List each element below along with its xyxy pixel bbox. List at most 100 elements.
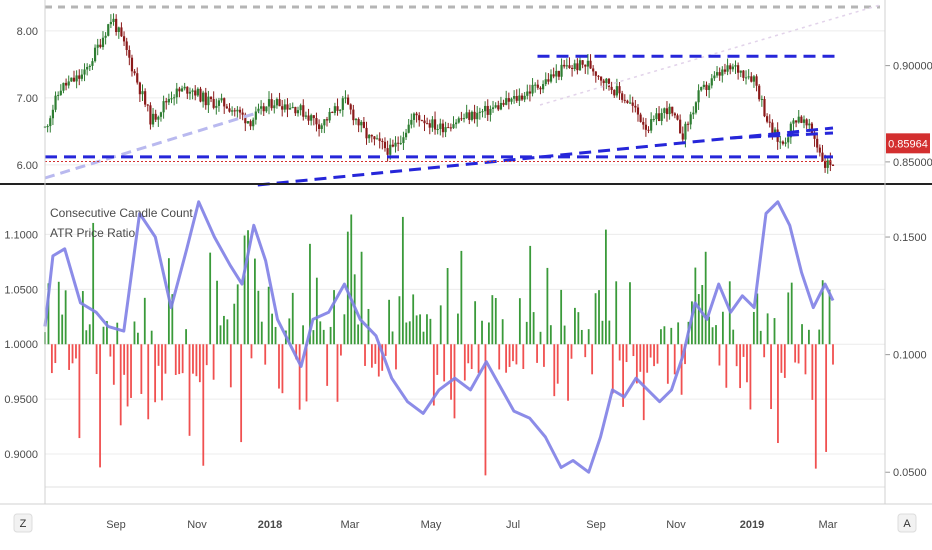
candle-body xyxy=(531,84,534,94)
candle-count-bar xyxy=(71,344,74,364)
candle-count-bar xyxy=(123,344,126,375)
candle-body xyxy=(265,106,268,112)
candle-count-bar xyxy=(126,344,129,407)
candle-body xyxy=(447,127,450,129)
candle-body xyxy=(238,109,242,113)
candle-body xyxy=(470,111,474,120)
candle-body xyxy=(694,102,698,113)
candle-count-bar xyxy=(536,344,538,363)
candle-body xyxy=(628,102,632,104)
candle-body xyxy=(349,104,352,110)
candle-count-bar xyxy=(666,344,669,384)
candle-count-bar xyxy=(429,318,432,345)
candle-count-bar xyxy=(577,312,580,345)
auto-scale-left-button[interactable]: Z xyxy=(13,513,33,533)
candle-count-bar xyxy=(140,344,143,394)
candle-body xyxy=(570,67,574,69)
candle-body xyxy=(180,88,184,92)
last-price-badge-label: 0.85964 xyxy=(888,138,928,150)
candle-count-bar xyxy=(130,344,132,398)
candle-count-bar xyxy=(198,344,201,383)
candle-body xyxy=(199,88,202,102)
candle-count-bar xyxy=(635,344,638,384)
candle-body xyxy=(368,134,371,139)
candle-body xyxy=(212,99,215,108)
candle-count-bar xyxy=(298,344,301,410)
candle-count-bar xyxy=(157,344,160,366)
candle-count-bar xyxy=(649,344,652,358)
candle-count-bar xyxy=(346,231,349,345)
candle-body xyxy=(760,98,763,100)
candle-body xyxy=(96,44,99,48)
candle-body xyxy=(83,69,86,75)
candle-count-bar xyxy=(374,344,377,364)
candle-body xyxy=(252,119,255,127)
candle-body xyxy=(370,134,373,137)
candle-count-bar xyxy=(154,344,157,403)
candle-count-bar xyxy=(460,250,463,345)
candle-body xyxy=(312,115,315,119)
candle-count-bar xyxy=(47,283,50,345)
candle-body xyxy=(800,116,803,123)
candle-body xyxy=(686,123,690,125)
candle-count-bar xyxy=(161,344,163,401)
candle-body xyxy=(173,97,176,99)
candle-count-bar xyxy=(92,222,95,345)
candle-body xyxy=(615,86,618,96)
drawn-trendline xyxy=(729,131,834,140)
candle-body xyxy=(713,75,716,79)
candle-count-bar xyxy=(601,320,604,345)
candle-count-bar xyxy=(240,344,243,443)
candle-body xyxy=(99,44,102,48)
candle-count-bar xyxy=(288,318,291,345)
candle-body xyxy=(331,111,334,113)
candle-body xyxy=(671,106,674,114)
candle-body xyxy=(639,114,642,122)
candle-body xyxy=(307,115,310,121)
candle-count-bar xyxy=(811,344,814,400)
candle-count-bar xyxy=(439,305,442,345)
candle-count-bar xyxy=(384,344,387,356)
candle-count-bar xyxy=(395,344,397,370)
indicator-left-tick-label: 1.1000 xyxy=(4,229,38,241)
candle-count-bar xyxy=(78,344,81,439)
candle-count-bar xyxy=(543,344,545,367)
candle-count-bar xyxy=(422,331,425,345)
candle-count-bar xyxy=(50,344,53,374)
price-left-tick-label: 7.00 xyxy=(17,93,38,105)
candle-count-bar xyxy=(412,294,415,345)
candle-count-bar xyxy=(336,344,339,402)
candle-count-bar xyxy=(143,297,146,345)
candle-body xyxy=(436,129,439,131)
candle-body xyxy=(491,107,495,109)
candle-body xyxy=(568,65,571,68)
time-axis-tick-label: Sep xyxy=(106,519,126,531)
candle-body xyxy=(75,75,78,82)
candle-count-bar xyxy=(250,344,253,359)
candle-body xyxy=(391,144,394,147)
candle-body xyxy=(207,96,210,106)
candle-count-bar xyxy=(333,290,335,345)
candle-body xyxy=(810,123,814,134)
candle-body xyxy=(315,118,318,125)
candle-body xyxy=(138,82,141,95)
candle-count-bar xyxy=(704,251,707,345)
candle-body xyxy=(755,76,758,86)
candle-body xyxy=(323,119,326,126)
candle-count-bar xyxy=(639,344,642,372)
candle-body xyxy=(333,106,336,113)
candle-body xyxy=(710,78,713,86)
candle-body xyxy=(133,71,136,74)
candle-body xyxy=(381,140,384,142)
candle-count-bar xyxy=(725,344,728,388)
candle-count-bar xyxy=(604,229,607,345)
candle-body xyxy=(418,115,421,121)
candle-body xyxy=(605,78,608,84)
candle-body xyxy=(502,102,505,105)
candle-body xyxy=(737,65,740,73)
candle-body xyxy=(518,95,521,101)
candle-count-bar xyxy=(828,289,831,345)
candle-body xyxy=(170,98,173,100)
candle-count-bar xyxy=(116,322,119,345)
auto-scale-right-button[interactable]: A xyxy=(897,513,917,533)
